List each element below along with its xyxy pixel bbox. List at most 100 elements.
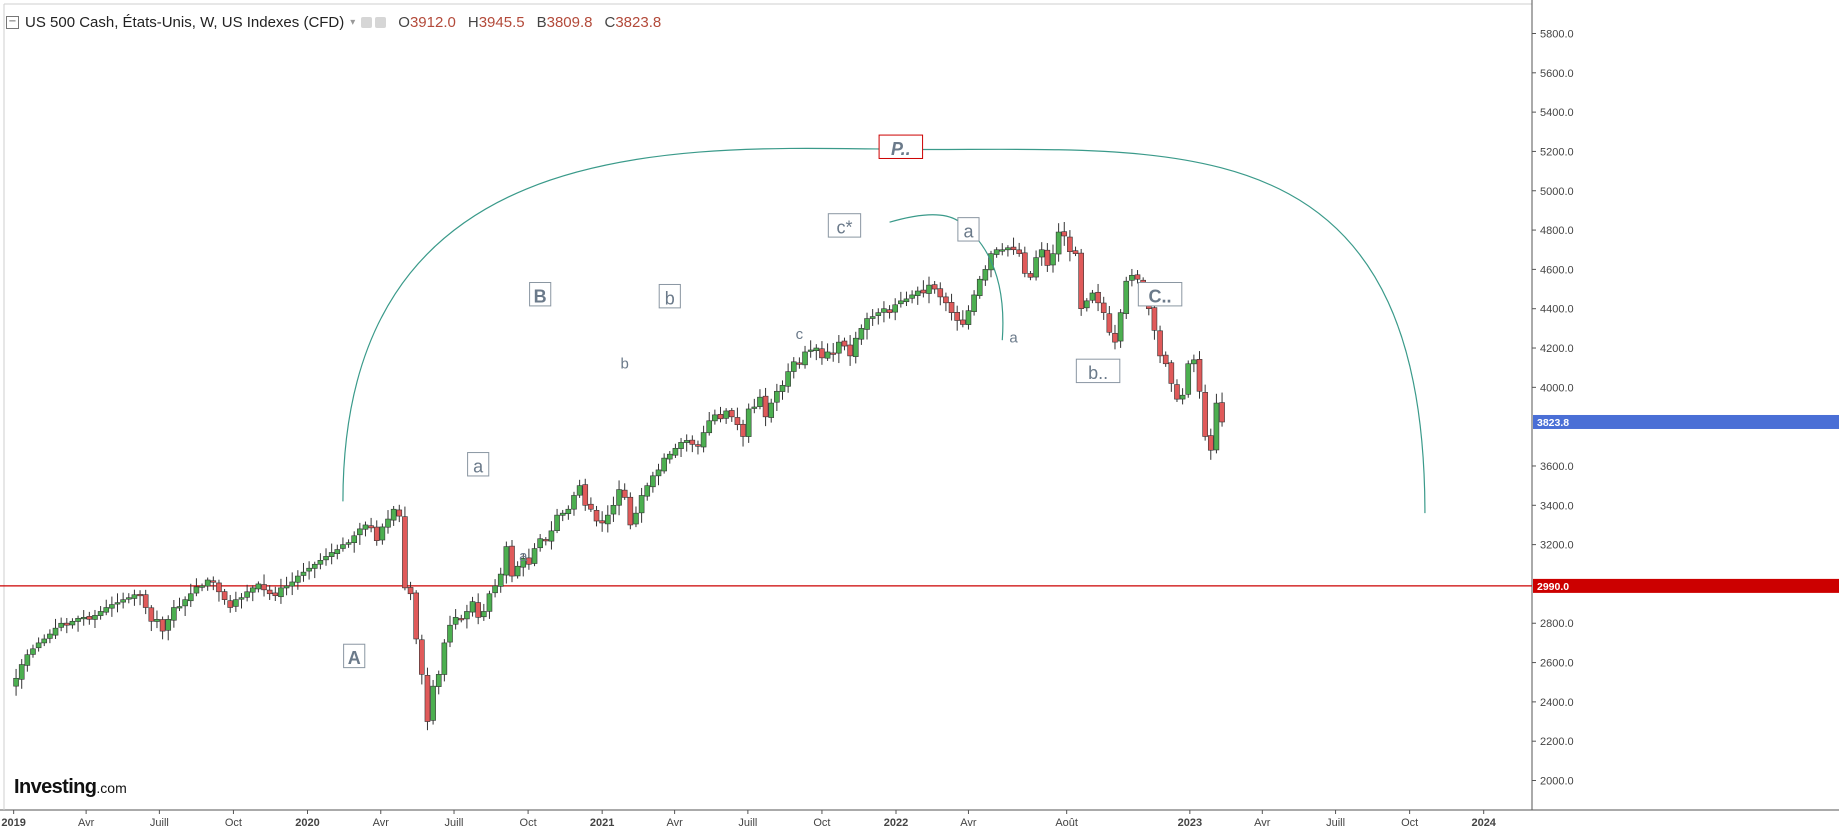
candle-up	[644, 485, 651, 497]
x-tick-label: Oct	[225, 817, 242, 829]
candle-up	[745, 408, 752, 437]
wave-label: b..	[1075, 358, 1121, 384]
wave-label: a	[1009, 330, 1018, 347]
x-tick-label: Avr	[78, 817, 95, 829]
candle-up	[1213, 402, 1220, 451]
candle-up	[255, 583, 262, 590]
candle-up	[790, 361, 797, 372]
candle-up	[1191, 359, 1197, 365]
wave-label: c*	[827, 213, 862, 238]
candle-up	[1005, 247, 1011, 251]
support-price-badge: 2990.0	[1533, 578, 1839, 593]
candle-up	[757, 396, 763, 407]
candle-up	[774, 390, 780, 403]
candle-down	[266, 589, 273, 595]
candle-up	[813, 347, 820, 352]
candle-up	[655, 469, 662, 477]
wave-label-box	[658, 283, 681, 309]
candle-up	[976, 278, 983, 296]
candle-up	[283, 585, 290, 589]
candle-up	[114, 602, 121, 605]
settings-icon[interactable]	[361, 16, 373, 28]
candle-up	[92, 615, 98, 620]
candle-down	[413, 592, 419, 640]
candle-down	[1078, 252, 1084, 310]
candle-up	[125, 597, 132, 600]
wave-label: A	[343, 643, 366, 669]
candle-down	[740, 423, 746, 437]
wave-label-text: C..	[1149, 286, 1172, 306]
wave-label-text: a	[963, 221, 974, 241]
candle-up	[176, 606, 183, 609]
candle-down	[841, 340, 848, 347]
candle-down	[1095, 291, 1101, 304]
candle-up	[362, 524, 369, 530]
candle-up	[802, 351, 808, 366]
chevron-down-icon[interactable]: ▾	[350, 16, 356, 28]
candle-down	[1016, 249, 1022, 254]
wave-label-text: b	[621, 355, 629, 372]
candle-down	[526, 557, 532, 565]
candle-up	[1179, 394, 1186, 400]
ohlc-high: H3945.5	[467, 13, 525, 31]
candle-down	[419, 639, 425, 675]
candle-up	[869, 316, 876, 319]
hide-icon[interactable]	[375, 16, 387, 28]
wave-label-text: c*	[836, 218, 852, 238]
wave-label-box	[827, 213, 862, 238]
x-tick-label: Avr	[666, 817, 683, 829]
candle-up	[1050, 253, 1056, 266]
candle-up	[35, 642, 42, 649]
candle-up	[700, 432, 707, 448]
candle-up	[723, 410, 729, 419]
candle-up	[69, 620, 76, 626]
candle-up	[351, 535, 358, 543]
x-tick-label: Août	[1055, 817, 1078, 829]
candle-up	[1089, 292, 1096, 301]
candle-down	[142, 594, 149, 608]
candle-up	[390, 508, 397, 521]
candle-down	[762, 395, 769, 418]
candle-up	[751, 406, 758, 409]
x-tick-label: Juill	[1326, 817, 1345, 829]
candle-down	[261, 584, 267, 591]
candle-up	[464, 611, 470, 620]
candle-up	[334, 549, 341, 554]
candle-up	[858, 328, 865, 340]
candle-down	[1202, 392, 1208, 437]
candle-down	[1207, 435, 1214, 451]
candle-up	[875, 312, 882, 316]
symbol-title[interactable]: US 500 Cash, États-Unis, W, US Indexes (…	[25, 13, 345, 31]
candle-down	[734, 417, 741, 425]
wave-label: b	[658, 283, 681, 309]
candle-up	[13, 677, 19, 687]
candle-up	[323, 556, 329, 561]
candle-up	[103, 607, 110, 613]
candle-up	[295, 575, 301, 583]
candle-up	[785, 371, 791, 387]
candle-down	[847, 344, 853, 357]
ohlc-close: C3823.8	[604, 13, 662, 31]
y-tick-label: 4600.0	[1540, 264, 1574, 276]
candle-down	[148, 607, 155, 622]
y-tick-label: 5600.0	[1540, 68, 1574, 80]
candle-down	[920, 289, 927, 294]
y-tick-label: 4400.0	[1540, 304, 1574, 316]
collapse-icon[interactable]: −	[6, 15, 19, 29]
candle-up	[548, 530, 555, 542]
y-tick-label: 3400.0	[1540, 500, 1574, 512]
candle-up	[481, 611, 487, 618]
wave-label-text: b..	[1088, 363, 1108, 383]
wave-label-text: A	[348, 648, 361, 668]
candle-down	[227, 600, 234, 608]
candle-down	[886, 309, 893, 313]
investing-logo: Investing.com	[14, 776, 127, 798]
wave-label-text: b	[665, 288, 675, 308]
candle-down	[63, 622, 70, 626]
candle-up	[565, 508, 572, 515]
candle-down	[458, 618, 465, 621]
wave-label-text: a	[473, 456, 484, 476]
candle-down	[695, 444, 701, 447]
last-price-badge-text: 3823.8	[1537, 417, 1569, 429]
